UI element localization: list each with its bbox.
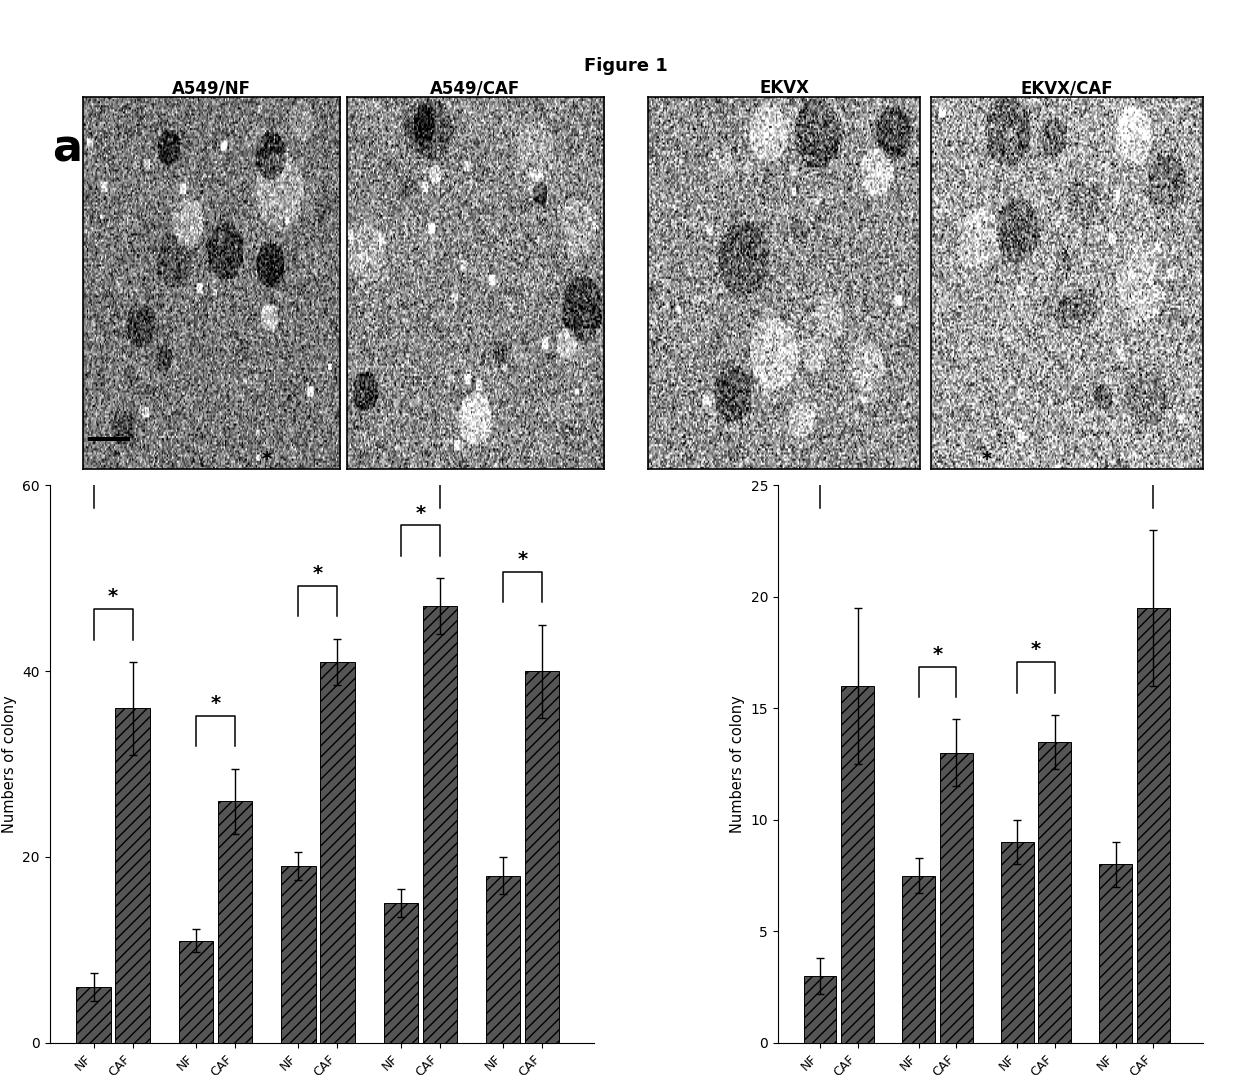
Bar bbox=[526, 671, 559, 1043]
Y-axis label: Numbers of colony: Numbers of colony bbox=[1, 696, 16, 833]
Text: *: * bbox=[932, 645, 942, 663]
Title: A549/CAF: A549/CAF bbox=[430, 80, 521, 97]
Bar bbox=[115, 708, 150, 1043]
Title: EKVX/CAF: EKVX/CAF bbox=[1021, 80, 1114, 97]
Bar bbox=[423, 606, 458, 1043]
Title: A549/NF: A549/NF bbox=[171, 80, 250, 97]
Y-axis label: Numbers of colony: Numbers of colony bbox=[730, 696, 745, 833]
Text: *: * bbox=[415, 503, 425, 522]
Bar bbox=[77, 987, 110, 1043]
Text: *: * bbox=[108, 587, 118, 606]
Text: *: * bbox=[982, 449, 992, 469]
Bar bbox=[218, 801, 252, 1043]
Text: *: * bbox=[1030, 641, 1042, 659]
Bar bbox=[1100, 864, 1132, 1043]
Bar bbox=[384, 903, 418, 1043]
Bar bbox=[804, 976, 837, 1043]
Text: *: * bbox=[262, 449, 272, 469]
Bar bbox=[841, 686, 874, 1043]
Text: a: a bbox=[52, 127, 82, 170]
Bar bbox=[320, 662, 355, 1043]
Bar bbox=[940, 752, 972, 1043]
Bar bbox=[1001, 842, 1034, 1043]
Bar bbox=[903, 875, 935, 1043]
Text: *: * bbox=[518, 550, 528, 569]
Bar bbox=[1137, 608, 1169, 1043]
Title: EKVX: EKVX bbox=[759, 80, 810, 97]
Text: Figure 1: Figure 1 bbox=[584, 57, 668, 75]
Text: *: * bbox=[312, 564, 324, 583]
Text: *: * bbox=[211, 694, 221, 713]
Bar bbox=[281, 866, 315, 1043]
Bar bbox=[179, 941, 213, 1043]
Bar bbox=[1038, 742, 1071, 1043]
Bar bbox=[486, 875, 521, 1043]
